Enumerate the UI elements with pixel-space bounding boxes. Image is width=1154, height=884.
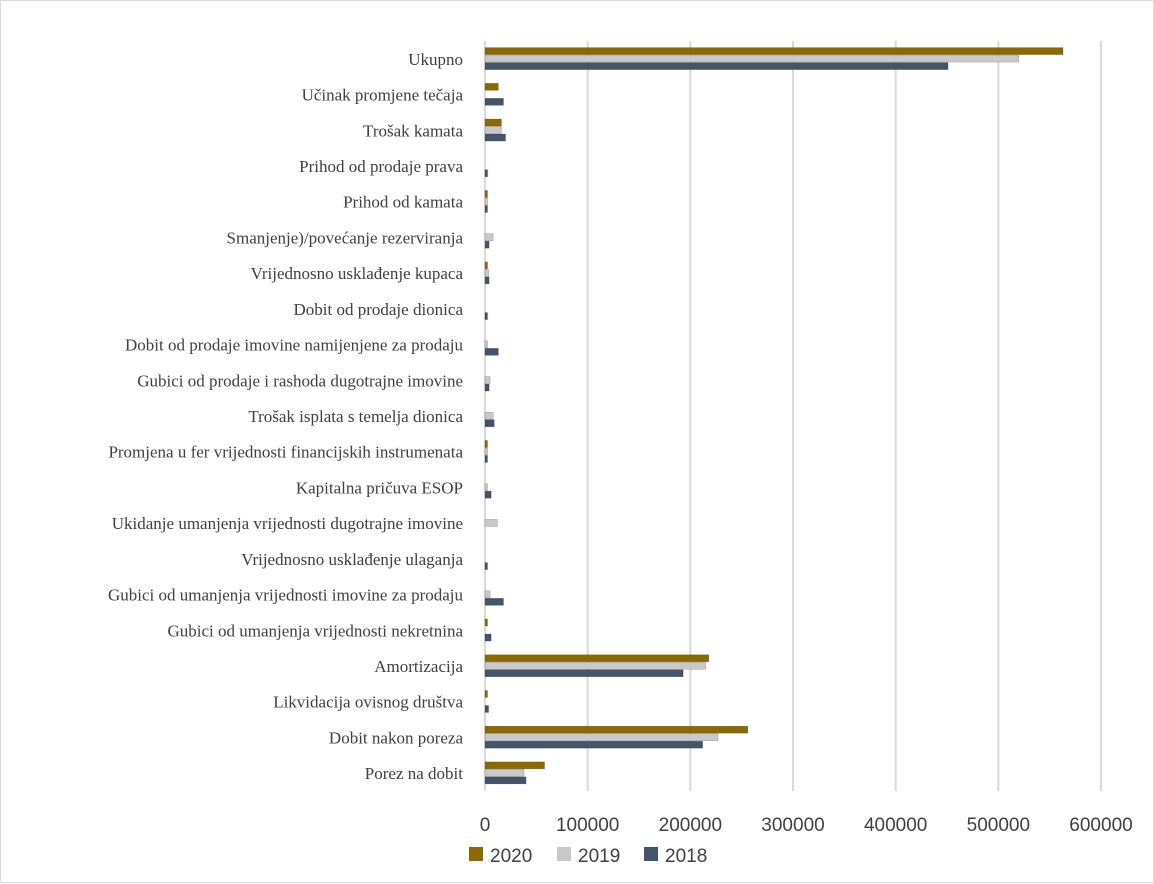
x-axis-tick-labels: 0 100000 200000 300000 400000 500000 600000 [480,815,1133,836]
category-label: Smanjenje)/povećanje rezerviranja [227,228,464,247]
bar-2018 [485,313,488,320]
bar-2018 [485,134,506,141]
legend-label-2019: 2019 [578,846,620,867]
bar-2018 [485,670,683,677]
bar-2020 [485,440,488,447]
category-label: Vrijednosno usklađenje ulaganja [241,550,463,569]
bar-2020 [485,726,748,733]
category-label: Dobit nakon poreza [329,728,464,747]
bars [485,48,1063,784]
category-label: Gubici od umanjenja vrijednosti imovine … [108,586,464,605]
x-tick-label: 0 [480,815,491,836]
bar-2019 [485,662,706,669]
bar-2020 [485,655,709,662]
bar-2019 [485,519,497,526]
x-tick-label: 600000 [1069,815,1132,836]
bar-2018 [485,634,491,641]
x-tick-label: 100000 [556,815,619,836]
grid-lines [485,41,1101,791]
bar-2020 [485,83,498,90]
bar-2018 [485,205,488,212]
bar-2018 [485,455,488,462]
bar-2019 [485,234,493,241]
bar-2020 [485,690,488,697]
bar-2018 [485,348,498,355]
x-tick-label: 200000 [659,815,722,836]
bar-2019 [485,341,488,348]
bar-2020 [485,619,488,626]
category-label: Likvidacija ovisnog društva [273,693,463,712]
category-label: Prihod od kamata [343,193,463,212]
legend: 2020 2019 2018 [469,846,707,867]
legend-swatch-2018 [644,847,658,861]
x-tick-label: 300000 [761,815,824,836]
bar-2019 [485,198,488,205]
category-label: Ukidanje umanjenja vrijednosti dugotrajn… [112,514,463,533]
x-tick-label: 500000 [967,815,1030,836]
bar-2018 [485,777,526,784]
bar-2019 [485,769,524,776]
bar-2018 [485,491,491,498]
bar-2018 [485,705,489,712]
bar-2020 [485,262,488,269]
bar-2020 [485,762,545,769]
legend-label-2018: 2018 [665,846,707,867]
category-label: Učinak promjene tečaja [302,86,464,105]
bar-2018 [485,563,488,570]
bar-2018 [485,63,948,70]
category-label: Trošak isplata s temelja dionica [248,407,463,426]
category-label: Gubici od umanjenja vrijednosti nekretni… [167,621,463,640]
bar-2019 [485,377,490,384]
bar-2018 [485,277,489,284]
legend-swatch-2019 [557,847,571,861]
bar-2019 [485,127,501,134]
category-label: Promjena u fer vrijednosti financijskih … [108,443,463,462]
bar-2019 [485,484,488,491]
x-tick-label: 400000 [864,815,927,836]
category-labels: Ukupno Učinak promjene tečaja Trošak kamat… [108,50,464,783]
category-label: Amortizacija [374,657,463,676]
category-label: Dobit od prodaje imovine namijenjene za … [125,336,464,355]
bar-2018 [485,241,489,248]
bar-2019 [485,734,718,741]
legend-swatch-2020 [469,847,483,861]
bar-2018 [485,170,488,177]
bar-2018 [485,420,494,427]
category-label: Dobit od prodaje dionica [294,300,464,319]
bar-2019 [485,412,493,419]
category-label: Gubici od prodaje i rashoda dugotrajne i… [137,371,463,390]
bar-2019 [485,55,1019,62]
bar-2020 [485,48,1063,55]
bar-2019 [485,448,488,455]
category-label: Porez na dobit [365,764,463,783]
bar-2019 [485,591,490,598]
bar-2018 [485,741,703,748]
category-label: Ukupno [408,50,463,69]
category-label: Kapitalna pričuva ESOP [296,478,463,497]
bar-2020 [485,119,501,126]
bar-2018 [485,98,503,105]
bar-2020 [485,190,488,197]
category-label: Prihod od prodaje prava [299,157,463,176]
bar-2018 [485,384,489,391]
legend-label-2020: 2020 [490,846,532,867]
bar-2019 [485,269,489,276]
category-label: Trošak kamata [363,121,463,140]
bar-2018 [485,598,503,605]
category-label: Vrijednosno usklađenje kupaca [251,264,464,283]
